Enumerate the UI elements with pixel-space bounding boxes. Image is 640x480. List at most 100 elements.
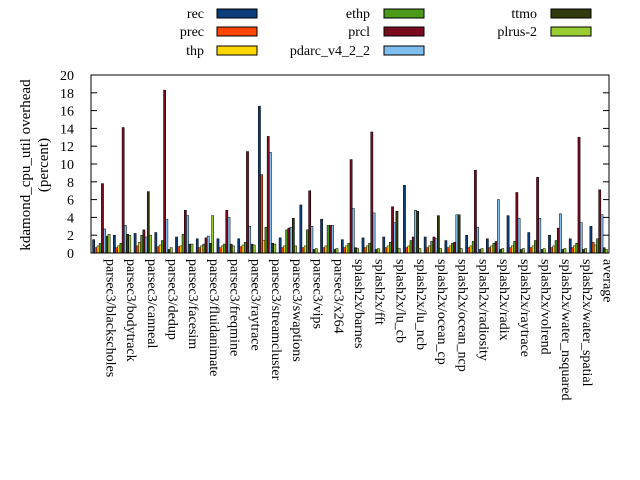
bar-ethp-2 (140, 234, 144, 254)
bar-ethp-4 (181, 234, 185, 254)
bar-ttmo-11 (333, 249, 337, 254)
bar-thp-7 (241, 244, 245, 254)
bar-thp-10 (303, 245, 307, 254)
bar-thp-5 (200, 245, 204, 254)
y-tick-label: 18 (60, 87, 74, 102)
bar-ethp-20 (513, 241, 517, 254)
bar-rec-10 (299, 204, 303, 254)
y-tick-label: 0 (67, 247, 74, 262)
y-tick-label: 20 (60, 69, 74, 84)
bar-thp-23 (573, 245, 576, 254)
bar-thp-15 (407, 245, 411, 254)
bar-prec-24 (591, 242, 595, 254)
y-tick-label: 6 (67, 194, 74, 209)
x-tick-label: splash2x/volrend (537, 259, 552, 355)
bar-rec-19 (485, 238, 489, 254)
bar-pdarc_v4_2_2-10 (310, 226, 314, 254)
bar-thp-8 (262, 240, 266, 254)
bar-pdarc_v4_2_2-23 (579, 222, 583, 254)
x-tick-label: splash2x/ocean_cp (434, 259, 449, 365)
bar-rec-0 (92, 239, 96, 254)
x-tick-label: splash2x/radix (496, 259, 511, 341)
bar-prcl-0 (101, 183, 104, 254)
bar-rec-8 (258, 105, 261, 254)
bar-plrus-2-24 (604, 249, 608, 254)
bar-ethp-3 (161, 240, 164, 254)
bar-plrus-2-8 (273, 243, 277, 254)
bar-prcl-11 (329, 225, 332, 254)
bar-prec-0 (94, 247, 98, 254)
bar-thp-11 (324, 245, 328, 254)
legend: rec prec thp ethp prcl pdarc_v4_2_2 ttmo plrus-… (180, 7, 592, 59)
bar-rec-6 (216, 238, 220, 254)
legend-label-plrus-2: plrus-2 (497, 25, 537, 40)
bar-prec-12 (343, 247, 346, 254)
bar-ethp-18 (471, 241, 475, 254)
bar-prcl-19 (494, 241, 498, 254)
bars (92, 89, 608, 254)
bar-prcl-18 (474, 169, 477, 254)
bar-thp-9 (283, 245, 286, 254)
bar-rec-23 (568, 238, 572, 254)
bar-pdarc_v4_2_2-12 (351, 208, 355, 254)
bar-plrus-2-1 (128, 234, 132, 254)
bar-prec-5 (198, 247, 201, 254)
y-tick-label: 12 (60, 140, 74, 155)
legend-label-rec: rec (187, 7, 204, 22)
x-tick-label: parsec3/blackscholes (102, 259, 117, 377)
bar-ethp-5 (202, 243, 206, 254)
bar-prcl-7 (246, 151, 249, 254)
bar-prcl-22 (556, 227, 560, 254)
bar-prec-22 (550, 247, 554, 254)
x-tick-label: splash2x/barnes (351, 259, 366, 348)
y-tick-label: 2 (67, 229, 74, 244)
bar-ethp-15 (409, 240, 413, 254)
bar-pdarc_v4_2_2-11 (331, 225, 334, 254)
bar-prec-4 (177, 246, 181, 254)
bar-rec-2 (133, 233, 137, 254)
bar-prec-20 (508, 247, 512, 254)
legend-swatch-prec (216, 26, 258, 37)
bar-rec-13 (361, 237, 365, 254)
plot-frame (90, 74, 610, 254)
bar-plrus-2-17 (459, 248, 463, 254)
bar-ttmo-9 (291, 218, 295, 254)
bar-rec-20 (506, 215, 510, 254)
bar-pdarc_v4_2_2-5 (206, 235, 210, 254)
bar-pdarc_v4_2_2-0 (103, 228, 107, 254)
bar-ttmo-4 (188, 243, 192, 254)
bar-ttmo-13 (374, 249, 378, 254)
bar-prec-1 (115, 247, 118, 254)
bar-ethp-14 (388, 242, 392, 254)
x-tick-label: parsec3/streamcluster (268, 259, 283, 381)
bar-plrus-2-7 (252, 244, 256, 254)
bar-ttmo-8 (271, 242, 274, 254)
bar-rec-3 (154, 232, 158, 254)
bar-prec-21 (529, 247, 533, 254)
bar-ethp-7 (243, 242, 247, 254)
y-axis-label: kdamond_cpu_util overhead (18, 79, 34, 251)
bar-prec-2 (135, 245, 139, 254)
bar-plrus-2-21 (542, 248, 546, 254)
bar-prec-18 (467, 247, 471, 254)
bar-plrus-2-10 (314, 248, 318, 254)
x-tick-label: parsec3/raytrace (247, 259, 262, 351)
legend-swatch-thp (216, 45, 258, 56)
legend-swatch-prcl (383, 26, 425, 37)
bar-ethp-21 (534, 240, 537, 254)
y-tick-label: 16 (60, 105, 74, 120)
x-tick-label: splash2x/ocean_ncp (455, 259, 470, 372)
bar-plrus-2-5 (211, 215, 215, 254)
x-tick-label: parsec3/freqmine (227, 259, 242, 356)
bar-ethp-19 (492, 242, 496, 254)
x-tick-label: splash2x/water_spatial (579, 259, 594, 387)
bar-pdarc_v4_2_2-4 (186, 215, 189, 254)
bar-thp-3 (158, 244, 162, 254)
bar-pdarc_v4_2_2-17 (455, 214, 459, 254)
bar-plrus-2-3 (169, 247, 173, 254)
bar-rec-5 (195, 238, 199, 254)
x-tick-label: splash2x/raytrace (517, 259, 532, 357)
bar-plrus-2-16 (439, 248, 442, 254)
bar-pdarc_v4_2_2-18 (476, 226, 479, 254)
bar-plrus-2-19 (501, 248, 505, 254)
